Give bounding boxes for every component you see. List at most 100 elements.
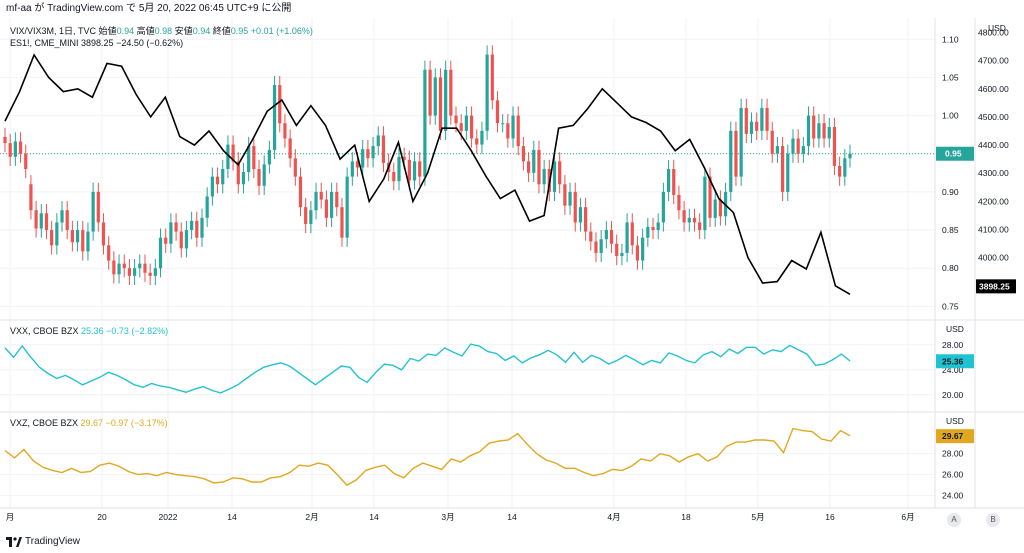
main-left-tick-label: 1.00 — [942, 111, 959, 121]
candle-body — [552, 161, 557, 192]
candle-body — [96, 191, 100, 223]
candle-body — [247, 146, 251, 173]
candle-body — [537, 149, 541, 185]
candle-body — [402, 156, 406, 160]
candle-body — [231, 144, 235, 162]
candle-body — [495, 100, 500, 124]
vxz-line-layer — [4, 427, 851, 486]
legend-vxx-symbol: VXX, CBOE BZX — [10, 326, 79, 336]
x-tick-label: 6月 — [901, 512, 914, 522]
legend-open-value: 0.94 — [116, 26, 135, 36]
candle-body — [148, 272, 152, 276]
main-left-tick-label: 0.80 — [942, 263, 959, 273]
legend-vxz-symbol: VXZ, CBOE BZX — [10, 418, 79, 428]
candle-body — [143, 263, 147, 273]
candle-body — [107, 245, 111, 261]
candle-body — [324, 199, 329, 218]
candle-body — [117, 263, 121, 275]
candle-body — [806, 115, 811, 147]
candle-body — [122, 263, 126, 269]
candle-body — [801, 146, 805, 154]
main-currency-label: USD — [988, 23, 1006, 33]
legend-vxx-value: 25.36 — [81, 326, 104, 336]
candle-body — [718, 199, 723, 217]
candle-body — [252, 146, 256, 169]
candle-body — [584, 207, 588, 232]
candle-body — [511, 115, 515, 139]
vxz-series-line — [4, 427, 851, 486]
scale-a-button[interactable]: A — [947, 513, 961, 527]
footer-brand[interactable]: TradingView — [25, 536, 81, 547]
scale-b-button[interactable]: B — [986, 513, 1000, 527]
candle-body — [646, 227, 650, 238]
x-tick-label: 20 — [97, 512, 107, 522]
candle-body — [132, 268, 137, 276]
candle-body — [506, 123, 510, 139]
candle-body — [672, 169, 676, 195]
x-tick-label: 14 — [369, 512, 379, 522]
candle-body — [418, 161, 422, 177]
candle-body — [573, 191, 577, 223]
legend-vxz-change: −0.97 (−3.17%) — [105, 418, 168, 428]
candle-body — [454, 115, 458, 124]
candle-body — [666, 169, 671, 192]
tradingview-logo-icon[interactable] — [6, 536, 22, 548]
candle-body — [81, 230, 85, 252]
candle-body — [241, 172, 246, 185]
candle-body — [786, 153, 790, 192]
legend-main-change: +0.01 (+1.06%) — [250, 26, 313, 36]
candle-body — [153, 268, 157, 276]
candle-body — [770, 130, 774, 154]
legend-vxz: VXZ, CBOE BZX 29.67 −0.97 (−3.17%) — [10, 418, 168, 429]
candle-body — [475, 138, 479, 145]
x-tick-label: 3月 — [441, 512, 454, 522]
candle-body — [101, 222, 106, 246]
candle-body — [304, 207, 308, 224]
legend-es: ES1!, CME_MINI 3898.25 −24.50 (−0.62%) — [10, 38, 183, 49]
candle-body — [521, 146, 526, 162]
candle-body — [791, 138, 795, 154]
candle-body — [164, 237, 168, 244]
candle-body — [3, 136, 7, 144]
candle-body — [449, 69, 453, 116]
candle-body — [50, 230, 54, 246]
candle-body — [371, 146, 375, 159]
vxx-line-layer — [4, 343, 851, 394]
candle-body — [661, 191, 665, 223]
x-tick-label: 2022 — [159, 512, 178, 522]
es-line-layer — [4, 53, 851, 295]
grid — [0, 18, 935, 508]
candle-body — [298, 176, 303, 208]
main-left-tick-label: 0.85 — [942, 225, 959, 235]
candle-body — [174, 222, 178, 232]
vxx-last-badge — [936, 354, 974, 369]
x-tick-label: 2月 — [305, 512, 318, 522]
candle-body — [179, 231, 183, 249]
candle-body — [65, 210, 69, 231]
candle-body — [578, 207, 583, 223]
candle-body — [843, 158, 847, 177]
chart-area[interactable]: 1.10 1.05 1.00 0.95 0.90 0.85 0.80 0.75 4800.00 4… — [0, 18, 1024, 532]
candle-body — [739, 107, 743, 177]
candle-body — [34, 210, 38, 229]
candle-body — [677, 194, 681, 211]
candle-body — [838, 165, 842, 177]
candle-body — [350, 161, 354, 177]
candle-body — [775, 146, 780, 154]
candle-body — [366, 149, 370, 159]
vxx-last-label: 25.36 — [942, 356, 964, 366]
candle-body — [169, 222, 173, 244]
vxz-tick-label: 26.00 — [942, 470, 964, 480]
vxz-last-label: 29.67 — [942, 431, 964, 441]
candle-body — [459, 123, 463, 131]
candle-body — [817, 123, 821, 139]
time-axis[interactable]: 月 20 2022 14 2月 14 3月 14 4月 18 5月 16 6月 — [6, 512, 915, 522]
candle-body — [127, 268, 132, 276]
candle-body — [70, 230, 74, 243]
candle-body — [433, 77, 437, 116]
x-tick-label: 月 — [6, 512, 15, 522]
candle-body — [314, 191, 318, 211]
candle-body — [288, 138, 292, 159]
main-left-tick-label: 1.05 — [942, 72, 959, 82]
candle-body — [55, 222, 59, 246]
